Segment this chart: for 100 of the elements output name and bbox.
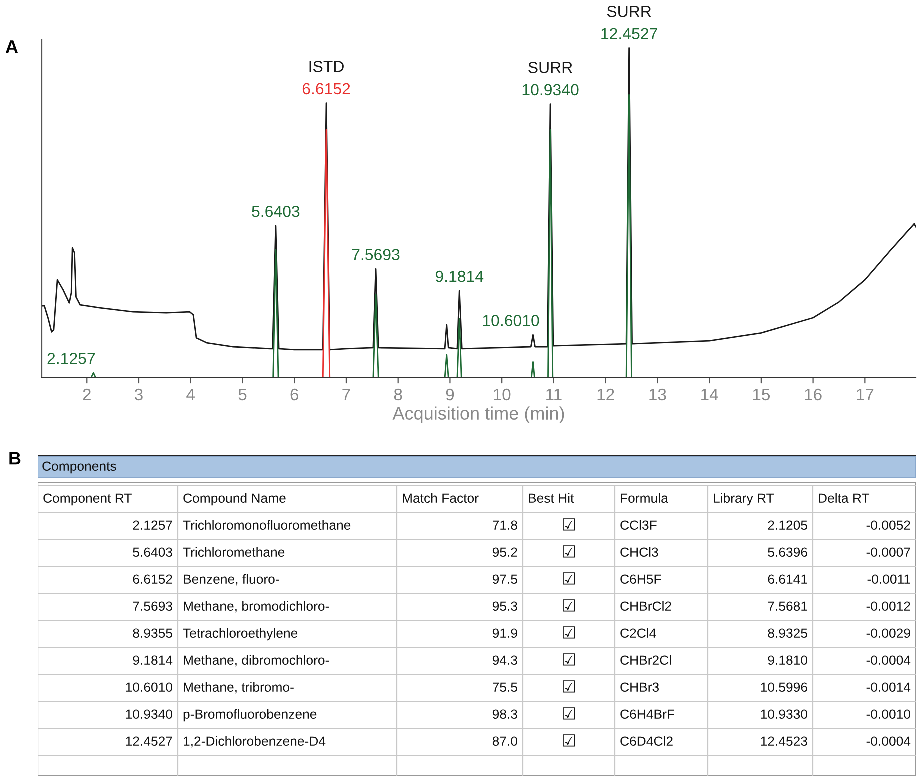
text: 98.3	[492, 710, 518, 720]
text: Components	[42, 462, 116, 474]
annotation: 10.6010	[483, 315, 540, 326]
text: 5.6403	[133, 548, 172, 558]
text: 12.4527	[126, 736, 172, 746]
annotation: ISTD	[310, 61, 344, 72]
x-tick-label: 11	[546, 389, 562, 400]
category-label: Formula	[621, 493, 668, 504]
text: Tetrachloroethylene	[183, 628, 298, 641]
text: ☑	[563, 600, 575, 612]
text: 94.3	[492, 656, 518, 666]
category-label: Library RT	[714, 493, 774, 506]
text: -0.0012	[866, 602, 910, 612]
text: 12.4523	[761, 736, 808, 746]
text: 1,2-Dichlorobenzene-D4	[184, 736, 326, 748]
text: 7.5693	[133, 602, 172, 612]
annotation: SURR	[607, 6, 652, 18]
text: 9.1810	[768, 656, 808, 666]
text: -0.0004	[866, 656, 911, 666]
annotation: 9.1814	[436, 270, 484, 282]
category-label: Match Factor	[403, 493, 479, 504]
x-tick-label: 16	[805, 388, 822, 401]
x-tick-label: 7	[342, 389, 350, 400]
category-label: Best Hit	[529, 493, 574, 504]
x-tick-label: 4	[186, 389, 196, 400]
x-tick-label: 12	[598, 388, 614, 400]
x-tick-label: 10	[494, 388, 511, 401]
x-axis-title: Acquisition time (min)	[392, 406, 564, 424]
text: 2.1257	[133, 520, 172, 530]
annotation: SURR	[528, 62, 572, 74]
text: 95.2	[492, 548, 518, 558]
x-tick-label: 2	[83, 388, 91, 400]
x-tick-label: 17	[857, 389, 874, 400]
annotation: 7.5693	[352, 249, 400, 260]
annotation: 10.9340	[522, 84, 579, 96]
text: -0.0014	[866, 682, 911, 692]
text: CHBrCl2	[620, 601, 672, 612]
text: CCl3F	[620, 520, 657, 530]
text: CHBr2Cl	[620, 655, 672, 666]
x-tick-label: 3	[134, 388, 143, 401]
text: -0.0007	[866, 548, 910, 558]
text: ☑	[563, 546, 575, 558]
text: Benzene, fluoro-	[184, 574, 280, 586]
text: C2Cl4	[620, 628, 656, 638]
annotation: 2.1257	[48, 353, 96, 364]
x-tick-label: 9	[446, 388, 454, 401]
text: 8.9325	[768, 628, 808, 638]
text: C6H4BrF	[620, 710, 674, 720]
text: -0.0010	[866, 710, 910, 720]
text: 97.5	[492, 574, 518, 584]
text: -0.0011	[868, 574, 910, 584]
x-tick-label: 14	[702, 389, 718, 400]
text: 10.9330	[761, 710, 808, 720]
text: 10.9340	[126, 710, 172, 720]
category-label: Delta RT	[819, 493, 870, 504]
category-label: Compound Name	[184, 493, 286, 506]
text: Trichloromonofluoromethane	[183, 520, 351, 530]
text: Methane, dibromochloro-	[184, 655, 330, 667]
text: ☑	[563, 654, 575, 666]
text: 10.5996	[761, 682, 808, 692]
text: CHBr3	[620, 682, 660, 692]
x-tick-label: 5	[238, 389, 247, 401]
text: ☑	[563, 572, 575, 585]
text: 10.6010	[126, 682, 172, 692]
text: C6D4Cl2	[620, 736, 673, 746]
chart-title: A	[6, 40, 18, 54]
text: 71.8	[493, 520, 518, 530]
text: 91.9	[492, 628, 518, 638]
text: 2.1205	[768, 520, 808, 530]
text: C6H5F	[620, 574, 662, 584]
text: 5.6396	[768, 548, 808, 558]
text: Trichloromethane	[183, 547, 285, 558]
annotation: 5.6403	[252, 206, 300, 218]
annotation: 6.6152	[302, 83, 350, 95]
text: 6.6152	[133, 574, 172, 584]
text: ☑	[563, 734, 575, 747]
category-label: Component RT	[44, 494, 132, 506]
text: B	[10, 452, 21, 465]
text: ☑	[563, 518, 575, 531]
text: p-Bromofluorobenzene	[184, 709, 317, 722]
text: -0.0004	[866, 736, 911, 746]
text: 7.5681	[768, 602, 808, 612]
text: 75.5	[493, 682, 518, 692]
x-tick-label: 15	[753, 389, 770, 401]
x-tick-label: 13	[650, 388, 666, 401]
annotation: 12.4527	[602, 28, 658, 40]
text: 95.3	[492, 602, 518, 612]
text: 9.1814	[133, 656, 173, 666]
x-tick-label: 6	[290, 388, 299, 401]
text: -0.0029	[866, 628, 910, 638]
text: Methane, bromodichloro-	[184, 601, 330, 613]
text: 8.9355	[133, 628, 172, 638]
text: -0.0052	[866, 520, 910, 530]
text: 87.0	[492, 736, 518, 746]
text: 6.6141	[768, 574, 808, 584]
text: CHCl3	[620, 547, 658, 558]
text: ☑	[563, 626, 575, 639]
text: ☑	[563, 708, 575, 720]
x-tick-label: 8	[394, 388, 402, 401]
text: Methane, tribromo-	[184, 682, 294, 694]
